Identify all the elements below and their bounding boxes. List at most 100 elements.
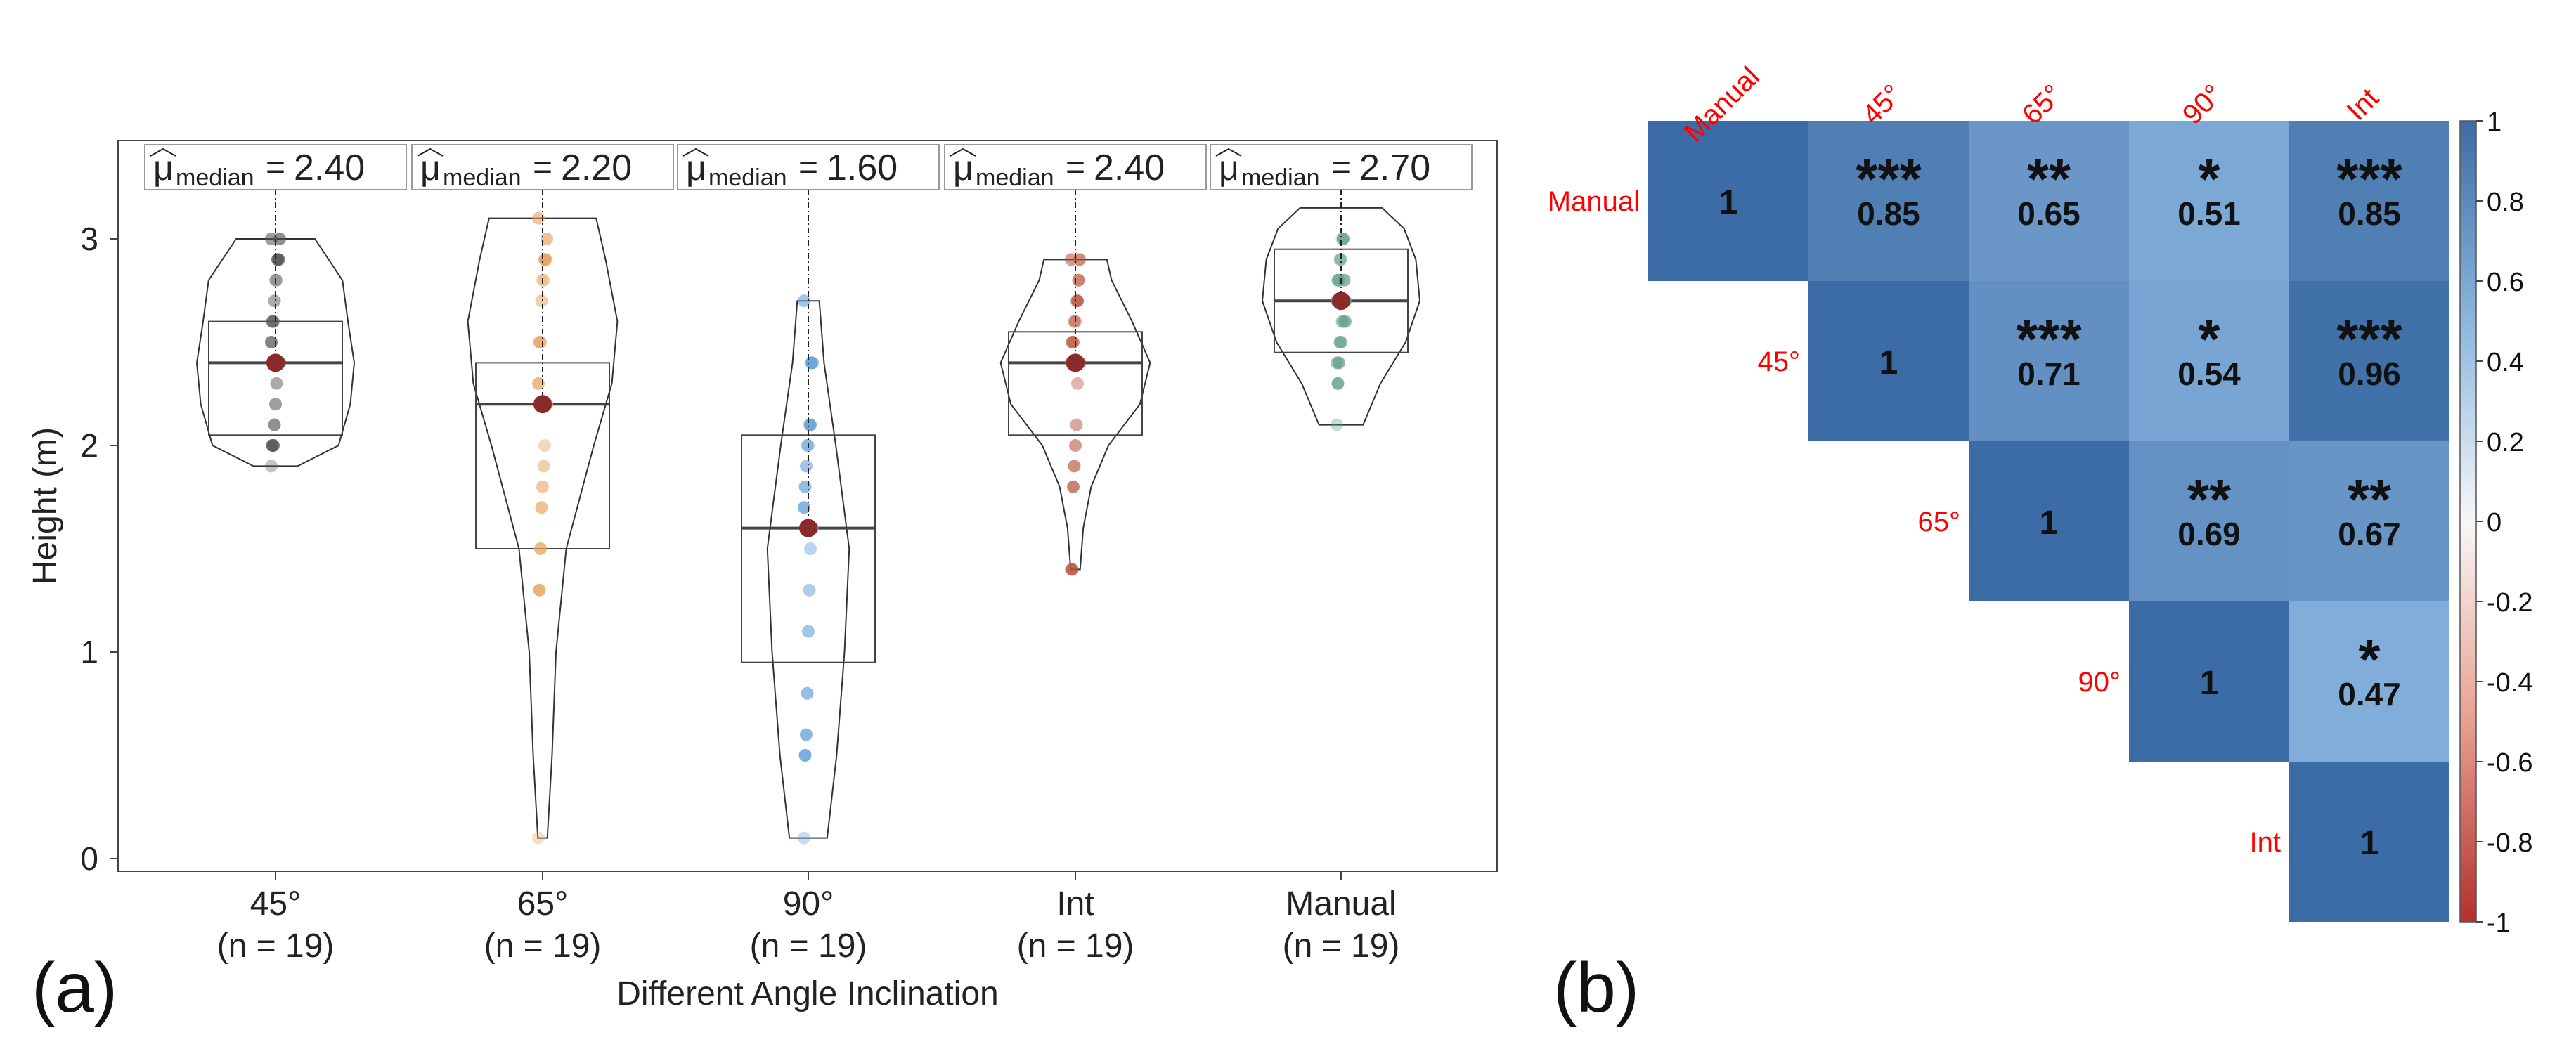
data-point: [801, 439, 814, 452]
panel-b: 1 ***0.85**0.65*0.51***0.851 ***0.71*0.54*…: [1548, 61, 2533, 1027]
correlation-cell: [2129, 121, 2289, 281]
median-subscript: median: [708, 164, 787, 191]
violin-outline: [195, 238, 356, 467]
colorbar-tick-label: 0: [2487, 508, 2501, 537]
y-axis-label: Height (m): [27, 427, 64, 585]
group-1: μ median = 2.20: [411, 144, 674, 845]
x-tick-label: 65°: [517, 885, 569, 923]
y-tick-label: 1: [80, 634, 98, 670]
median-label-box: [1210, 144, 1473, 190]
correlation-value: 0.54: [2177, 356, 2241, 392]
colorbar-tick-label: -1: [2487, 908, 2511, 938]
data-point: [1338, 273, 1351, 287]
data-point: [1068, 460, 1081, 473]
y-tick-label: 2: [80, 427, 98, 464]
median-mu-symbol: μ: [153, 148, 174, 188]
panel-label-b: (b): [1553, 949, 1639, 1027]
data-point: [1069, 439, 1082, 452]
median-point: [1332, 292, 1350, 311]
colorbar-tick-label: 0.6: [2487, 268, 2524, 297]
x-axis-label: Different Angle Inclination: [616, 975, 998, 1012]
significance-stars: *: [2198, 308, 2220, 370]
data-point: [1331, 377, 1345, 390]
data-point: [804, 418, 817, 431]
colorbar-tick-label: 0.4: [2487, 348, 2524, 377]
data-point: [1335, 253, 1347, 266]
data-point: [539, 253, 552, 266]
group-2: μ median = 1.60: [677, 144, 940, 845]
correlation-cell: [2289, 762, 2449, 922]
median-label-box: [677, 144, 940, 190]
median-subscript: median: [443, 164, 522, 191]
correlation-value: 0.65: [2017, 195, 2080, 232]
data-point: [1337, 233, 1350, 245]
data-point: [270, 377, 283, 390]
colorbar-tick-label: 0.8: [2487, 188, 2524, 217]
y-tick-label: 3: [80, 221, 98, 257]
data-point: [270, 273, 283, 287]
data-point: [800, 728, 813, 741]
correlation-cell: [1808, 121, 1969, 281]
data-point: [532, 377, 545, 390]
colorbar-tick-label: -0.8: [2487, 828, 2532, 858]
correlation-value: 0.47: [2338, 676, 2401, 712]
data-point: [537, 273, 550, 287]
correlation-cell: [1969, 441, 2129, 601]
correlation-value: 1: [2200, 665, 2219, 702]
median-equals: =: [1066, 149, 1085, 186]
data-point: [538, 439, 551, 452]
median-label-box: [144, 144, 407, 190]
data-point: [804, 542, 817, 555]
data-point: [541, 233, 553, 245]
significance-stars: ***: [1856, 148, 1922, 210]
data-point: [272, 253, 285, 266]
correlation-cell: [1648, 121, 1808, 281]
median-mu-symbol: μ: [953, 148, 973, 188]
colorbar-tick-label: 1: [2487, 107, 2501, 137]
box-iqr: [475, 362, 610, 550]
group-3: μ median = 2.40: [944, 144, 1207, 576]
x-tick-label: Int: [1056, 885, 1094, 923]
correlation-value: 0.69: [2177, 516, 2241, 552]
median-mu-symbol: μ: [1219, 148, 1239, 188]
median-equals: =: [1331, 149, 1351, 186]
correlation-cell: [2129, 281, 2289, 441]
violin-outline: [467, 217, 619, 839]
violin-outline: [766, 300, 850, 839]
correlation-cell: [2289, 281, 2449, 441]
correlation-cell: [2289, 121, 2449, 281]
data-point: [265, 336, 278, 348]
group-0: μ median = 2.40: [144, 144, 407, 473]
data-point: [265, 460, 278, 473]
median-value: 2.70: [1359, 148, 1430, 188]
correlation-cell: [2289, 441, 2449, 601]
significance-stars: *: [2358, 628, 2381, 691]
data-point: [1339, 315, 1352, 328]
x-tick-sample-size: (n = 19): [217, 927, 335, 965]
data-point: [1333, 253, 1347, 266]
box-violin-groups: μ median = 2.40 μ median = 2.20 μ median = 1.60 μ med…: [144, 144, 1473, 845]
median-equals: =: [266, 149, 285, 186]
correlation-value: 1: [1719, 184, 1738, 221]
data-point: [801, 686, 814, 700]
correlation-value: 0.96: [2338, 356, 2401, 392]
median-point: [799, 519, 817, 537]
data-point: [1331, 356, 1343, 370]
data-point: [803, 583, 816, 597]
median-label-box: [411, 144, 674, 190]
median-value: 2.40: [1094, 148, 1165, 188]
y-axis-ticks: 0 1 2 3: [80, 221, 118, 877]
colorbar: [2459, 120, 2477, 923]
data-point: [534, 336, 547, 348]
median-point: [266, 353, 285, 372]
data-point: [268, 418, 281, 431]
median-hat: [950, 148, 976, 157]
row-label: Int: [2250, 827, 2281, 858]
data-point: [798, 749, 812, 762]
column-label: Int: [2341, 83, 2386, 127]
data-point: [1070, 418, 1083, 431]
correlation-cell: [2129, 601, 2289, 762]
colorbar-tick-label: -0.4: [2487, 668, 2532, 698]
correlation-cells: 1 ***0.85**0.65*0.51***0.851 ***0.71*0.54*…: [1648, 121, 2449, 922]
